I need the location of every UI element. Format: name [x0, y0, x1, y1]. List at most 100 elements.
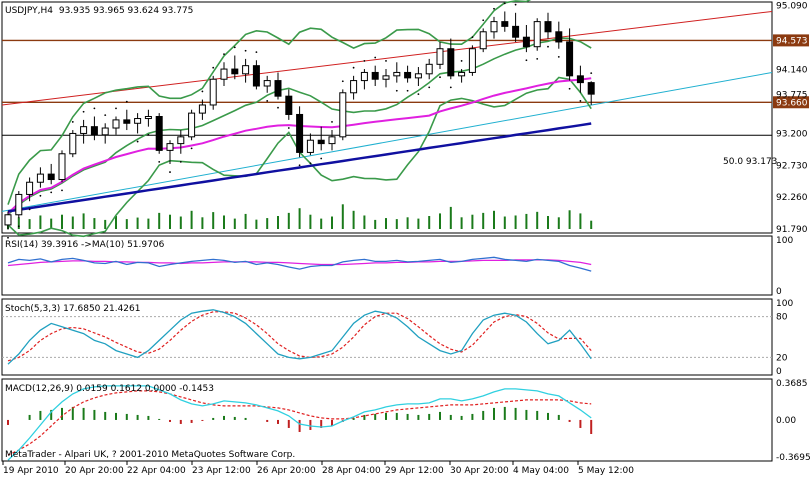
stoch-pane-frame — [1, 298, 773, 376]
macd-axis-label: 0.3685 — [776, 379, 808, 389]
sar-dot — [266, 100, 269, 102]
sar-dot — [439, 76, 441, 79]
candle-body — [209, 78, 217, 106]
stoch-main-line — [7, 309, 592, 365]
price-axis-label: 93.200 — [776, 129, 808, 139]
sar-dot — [428, 86, 431, 89]
stoch-label: Stoch(5,3,3) 17.6850 21.4261 — [5, 304, 140, 314]
candle-body — [458, 71, 466, 77]
candle-body — [15, 193, 23, 216]
candle-body — [26, 181, 34, 195]
time-axis-label: 22 Apr 04:00 — [127, 466, 186, 476]
sar-dot — [406, 89, 409, 92]
time-axis-label: 20 Apr 20:00 — [65, 466, 124, 476]
candle-body — [155, 116, 163, 151]
candle-body — [296, 113, 304, 153]
candle-body — [220, 68, 228, 80]
sar-dot — [125, 100, 128, 103]
candle-body — [425, 63, 433, 75]
rsi-axis-label: 0 — [776, 287, 782, 297]
sar-dot — [503, 2, 506, 5]
candle-body — [69, 132, 77, 155]
price-axis-label: 94.140 — [776, 66, 808, 76]
sar-dot — [341, 80, 344, 83]
sar-dot — [158, 161, 161, 163]
sar-dot — [244, 49, 247, 52]
sar-dot — [287, 127, 290, 129]
candle-body — [317, 139, 325, 145]
candle-body — [371, 71, 379, 80]
candle-body — [490, 21, 498, 33]
candle-body — [468, 48, 476, 73]
sar-dot — [525, 59, 528, 62]
candle-body — [501, 21, 509, 27]
sar-dot — [449, 86, 452, 89]
price-axis-label: 92.260 — [776, 193, 808, 203]
candle-body — [47, 173, 55, 181]
candle-body — [274, 80, 282, 97]
candle-body — [576, 75, 584, 84]
sar-dot — [309, 162, 312, 165]
channel-upper-line — [1, 10, 773, 106]
candle-body — [587, 82, 595, 95]
price-axis-label: 92.730 — [776, 161, 808, 171]
sar-dot — [71, 121, 74, 123]
candle-body — [144, 116, 152, 120]
candle-body — [339, 92, 347, 138]
candle-body — [328, 136, 336, 145]
sar-dot — [223, 53, 225, 56]
sar-dot — [547, 45, 549, 48]
macd-pane-frame — [1, 378, 773, 462]
price-tag-bg — [773, 34, 809, 47]
time-axis-label: 28 Apr 04:00 — [322, 466, 381, 476]
rsi-line — [7, 256, 592, 272]
sar-dot — [590, 72, 593, 75]
macd-signal-line — [7, 390, 592, 456]
candle-body — [4, 214, 12, 226]
candle-body — [512, 25, 520, 38]
time-axis-label: 29 Apr 12:00 — [385, 466, 444, 476]
sar-dot — [39, 194, 42, 197]
rsi-ma-line — [7, 259, 592, 267]
sar-dot — [395, 89, 398, 92]
bb-middle-line — [7, 37, 592, 216]
sar-dot — [82, 110, 85, 113]
stoch-axis-label: 0 — [776, 367, 782, 377]
sar-dot — [352, 66, 355, 69]
stoch-axis-label: 20 — [776, 353, 788, 363]
candle-body — [350, 80, 358, 94]
macd-main-line — [7, 385, 592, 461]
candle-body — [306, 139, 314, 153]
rsi-pane — [7, 256, 592, 272]
candle-body — [58, 153, 66, 181]
candle-body — [263, 80, 271, 87]
candle-body — [112, 119, 120, 129]
sar-dot — [277, 106, 279, 109]
candle-body — [555, 31, 563, 43]
candle-body — [360, 71, 368, 82]
time-axis-label: 5 May 12:00 — [578, 466, 634, 476]
candle-body — [101, 127, 109, 136]
fib-label: 50.0 93.173 — [723, 157, 777, 167]
copyright-text: MetaTrader - Alpari UK, ? 2001-2010 Meta… — [5, 450, 295, 460]
candle-body — [447, 48, 455, 77]
sar-dot — [320, 157, 323, 160]
stoch-signal-line — [7, 311, 592, 362]
candle-body — [90, 126, 98, 136]
sar-dot — [471, 36, 474, 39]
sar-dot — [363, 60, 366, 62]
sar-dot — [93, 107, 96, 110]
candle-body — [414, 73, 422, 79]
sar-dot — [212, 66, 215, 69]
candle-body — [36, 173, 44, 183]
candle-body — [382, 75, 390, 80]
sar-dot — [568, 87, 571, 90]
sar-dot — [536, 57, 539, 60]
candle-body — [188, 112, 196, 138]
time-axis-label: 23 Apr 12:00 — [192, 466, 251, 476]
time-axis-label: 4 May 04:00 — [513, 466, 569, 476]
stoch-axis-label: 100 — [776, 299, 793, 309]
candle-body — [123, 119, 131, 124]
sar-dot — [374, 56, 377, 59]
